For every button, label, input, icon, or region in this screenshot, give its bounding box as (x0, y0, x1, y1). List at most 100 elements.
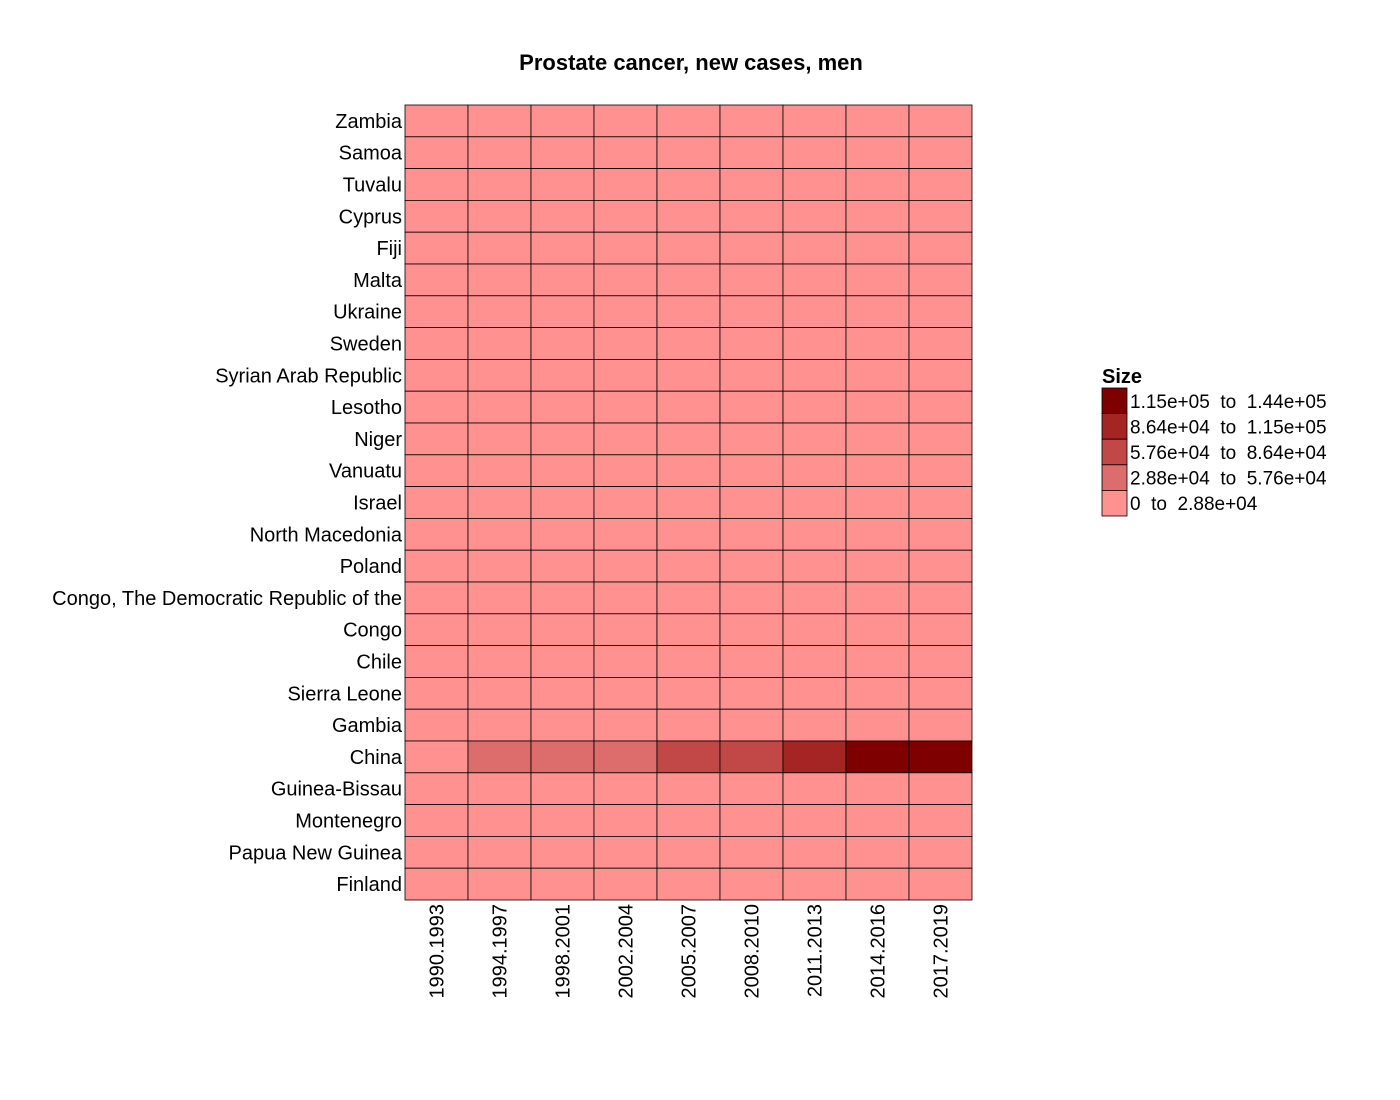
legend-label: 0 to 2.88e+04 (1130, 494, 1258, 515)
heatmap-cell (530, 199, 595, 233)
heatmap-cell (404, 581, 469, 615)
heatmap-cell (467, 740, 532, 774)
heatmap-cell (593, 136, 658, 170)
heatmap-cell (404, 804, 469, 837)
heatmap-cell (908, 295, 973, 328)
heatmap-cell (845, 422, 910, 456)
heatmap-cell (593, 772, 658, 805)
heatmap-cell (656, 104, 721, 138)
heatmap-cell (719, 804, 784, 837)
heatmap-cell (908, 549, 973, 583)
heatmap-cell (404, 867, 469, 901)
x-tick-label: 1990.1993 (427, 904, 449, 999)
heatmap-cell (719, 231, 784, 265)
heatmap-cell (593, 645, 658, 678)
legend-label: 5.76e+04 to 8.64e+04 (1130, 443, 1327, 464)
heatmap-cell (719, 677, 784, 710)
heatmap-cell (908, 772, 973, 805)
heatmap-cell (719, 199, 784, 233)
heatmap-cell (908, 390, 973, 424)
heatmap-cell (656, 772, 721, 805)
heatmap-cell (656, 263, 721, 297)
x-tick-label: 2005.2007 (679, 904, 701, 999)
heatmap-cell (530, 295, 595, 328)
y-tick-label: Congo (343, 620, 402, 642)
y-tick-label: Montenegro (295, 811, 402, 833)
heatmap-cell (845, 199, 910, 233)
heatmap-cell (404, 613, 469, 646)
y-tick-label: Vanuatu (329, 461, 402, 483)
heatmap-cell (782, 549, 847, 583)
heatmap-cell (845, 168, 910, 201)
heatmap-cell (908, 518, 973, 551)
y-tick-label: Israel (353, 493, 402, 515)
heatmap-cell (782, 136, 847, 170)
heatmap-cell (530, 836, 595, 869)
heatmap-cell (467, 518, 532, 551)
heatmap-cell (719, 740, 784, 774)
heatmap-cell (782, 518, 847, 551)
x-tick-label: 2014.2016 (868, 904, 890, 999)
x-tick-label: 1998.2001 (553, 904, 575, 999)
heatmap-cell (908, 327, 973, 360)
heatmap-cell (530, 231, 595, 265)
heatmap-cell (593, 867, 658, 901)
heatmap-cell (530, 136, 595, 170)
heatmap-cell (593, 518, 658, 551)
heatmap-cell (593, 454, 658, 487)
heatmap-cell (719, 836, 784, 869)
heatmap-cell (782, 231, 847, 265)
heatmap-cell (908, 804, 973, 837)
heatmap-cell (782, 295, 847, 328)
y-tick-label: Finland (336, 874, 402, 896)
legend-label: 2.88e+04 to 5.76e+04 (1130, 469, 1327, 490)
heatmap-cell (404, 740, 469, 774)
heatmap-cell (845, 231, 910, 265)
heatmap-cell (656, 518, 721, 551)
heatmap-cell (908, 136, 973, 170)
heatmap-cell (467, 358, 532, 392)
heatmap-cell (656, 804, 721, 837)
heatmap-cell (782, 581, 847, 615)
heatmap-cell (782, 390, 847, 424)
heatmap-cell (845, 549, 910, 583)
y-tick-label: North Macedonia (250, 524, 403, 546)
heatmap-cell (593, 231, 658, 265)
heatmap-cell (908, 708, 973, 742)
heatmap-cell (404, 708, 469, 742)
heatmap-cell (467, 263, 532, 297)
heatmap-cell (593, 422, 658, 456)
heatmap-cell (530, 645, 595, 678)
heatmap-cell (845, 867, 910, 901)
heatmap-cell (782, 613, 847, 646)
legend-title: Size (1102, 366, 1142, 388)
heatmap-cell (908, 104, 973, 138)
heatmap-cell (467, 772, 532, 805)
heatmap-cell (845, 295, 910, 328)
heatmap-cell (719, 645, 784, 678)
heatmap-cell (404, 168, 469, 201)
heatmap-cell (845, 613, 910, 646)
heatmap-cell (845, 454, 910, 487)
heatmap-cell (782, 199, 847, 233)
heatmap-cell (656, 549, 721, 583)
legend-label: 8.64e+04 to 1.15e+05 (1130, 417, 1327, 438)
heatmap-cell (593, 358, 658, 392)
heatmap-cell (782, 772, 847, 805)
heatmap-cell (467, 867, 532, 901)
heatmap-cell (593, 199, 658, 233)
y-tick-label: Lesotho (331, 397, 402, 419)
heatmap-cell (656, 199, 721, 233)
legend: Size 1.15e+05 to 1.44e+05 8.64e+04 to 1.1… (1101, 366, 1327, 517)
heatmap-cell (782, 486, 847, 519)
heatmap-cell (530, 772, 595, 805)
chart-title: Prostate cancer, new cases, men (519, 50, 863, 75)
y-tick-label: Gambia (332, 715, 403, 737)
heatmap-cell (467, 581, 532, 615)
legend-swatch (1101, 413, 1128, 440)
heatmap-cell (530, 327, 595, 360)
heatmap-cell (656, 867, 721, 901)
heatmap-cell (530, 708, 595, 742)
y-axis-labels: Zambia Samoa Tuvalu Cyprus Fiji Malta Ukraine S… (52, 111, 403, 896)
heatmap-cell (908, 263, 973, 297)
